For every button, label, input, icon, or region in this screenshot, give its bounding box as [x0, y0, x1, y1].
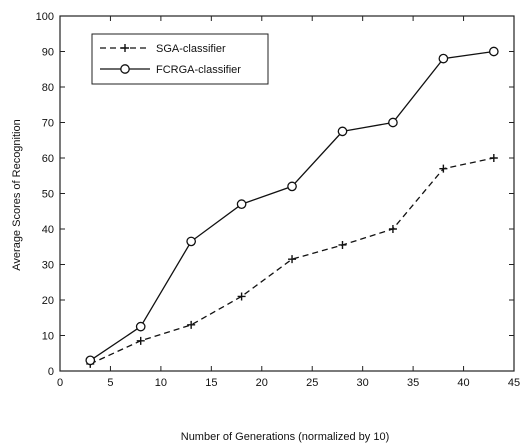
x-tick-label: 35 [407, 377, 419, 389]
data-point-sga [288, 255, 297, 264]
data-point-sga [388, 225, 397, 233]
y-tick-label: 80 [42, 82, 54, 94]
series-group [85, 46, 499, 368]
data-point-fcrga [337, 126, 348, 137]
y-tick-label: 60 [42, 153, 54, 165]
x-axis-label: Number of Generations (normalized by 10) [181, 431, 389, 443]
y-tick-label: 90 [42, 47, 54, 59]
y-tick-label: 0 [48, 366, 54, 378]
legend-marker-fcrga [120, 64, 130, 74]
data-point-sga [338, 240, 347, 249]
legend-label-fcrga: FCRGA-classifier [156, 64, 241, 76]
x-tick-label: 25 [306, 377, 318, 389]
y-tick-label: 10 [42, 331, 54, 343]
x-tick-label: 0 [57, 377, 63, 389]
data-point-sga [187, 320, 196, 329]
data-point-fcrga [85, 355, 96, 366]
x-tick-label: 10 [155, 377, 167, 389]
series-line-sga [90, 157, 494, 365]
y-tick-label: 40 [42, 224, 54, 236]
axis-ticks: 0 5 10 15 20 25 30 35 40 45 0 10 20 30 40 50 60 70 80 90 100 [36, 11, 520, 389]
data-point-fcrga [135, 321, 146, 332]
data-point-fcrga [287, 181, 297, 192]
y-tick-label: 50 [42, 189, 54, 201]
data-point-fcrga [488, 46, 499, 57]
x-tick-label: 5 [107, 377, 113, 389]
x-tick-label: 15 [205, 377, 217, 389]
y-tick-label: 30 [42, 260, 54, 272]
x-tick-label: 40 [457, 377, 469, 389]
legend: SGA-classifier FCRGA-classifier [91, 33, 269, 85]
y-axis-label: Average Scores of Recognition [11, 119, 23, 270]
data-point-sga [136, 336, 145, 345]
legend-label-sga: SGA-classifier [156, 43, 226, 55]
data-point-fcrga [186, 236, 197, 247]
y-tick-label: 100 [36, 11, 54, 23]
data-point-fcrga [388, 117, 398, 128]
legend-marker-sga [121, 44, 129, 52]
x-tick-label: 20 [256, 377, 268, 389]
x-tick-label: 30 [357, 377, 369, 389]
data-point-sga [237, 292, 246, 301]
data-point-fcrga [438, 53, 449, 64]
data-point-sga [489, 154, 498, 162]
y-tick-label: 70 [42, 118, 54, 130]
legend-box [91, 33, 269, 85]
data-point-fcrga [236, 199, 247, 209]
data-point-sga [439, 164, 448, 173]
y-tick-label: 20 [42, 295, 54, 307]
x-tick-label: 45 [508, 377, 520, 389]
